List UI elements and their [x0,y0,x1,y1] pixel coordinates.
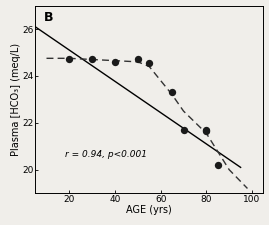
Point [204,128,208,132]
Point [216,163,220,167]
Y-axis label: Plasma [HCO₃] (meq/L): Plasma [HCO₃] (meq/L) [11,43,21,156]
Point [204,129,208,133]
Point [170,90,174,94]
Point [136,58,140,61]
Point [90,58,94,61]
Text: B: B [44,11,54,24]
Point [67,58,72,61]
X-axis label: AGE (yrs): AGE (yrs) [126,205,172,215]
Point [113,60,117,64]
Point [181,128,186,132]
Text: r = 0.94, p<0.001: r = 0.94, p<0.001 [65,150,147,159]
Point [147,61,151,65]
